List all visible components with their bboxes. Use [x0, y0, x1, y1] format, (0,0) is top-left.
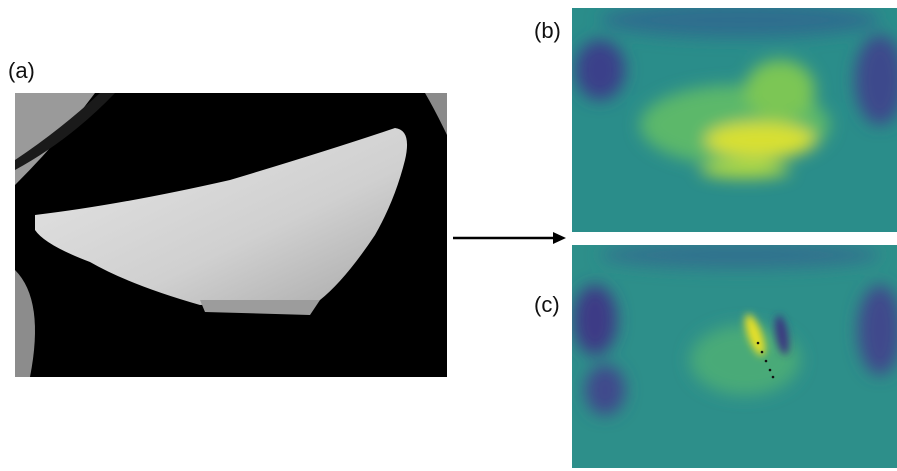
panel-b-image: [572, 2, 897, 232]
panel-c-image: [572, 241, 897, 468]
page: (a) (b): [0, 0, 897, 471]
panel-label: (b): [534, 18, 561, 43]
panel-a-image: [15, 93, 447, 377]
panel-label: (c): [534, 292, 560, 317]
arrow-head: [553, 232, 566, 244]
figure: (a) (b): [0, 0, 897, 471]
panel-label: (a): [8, 58, 35, 83]
